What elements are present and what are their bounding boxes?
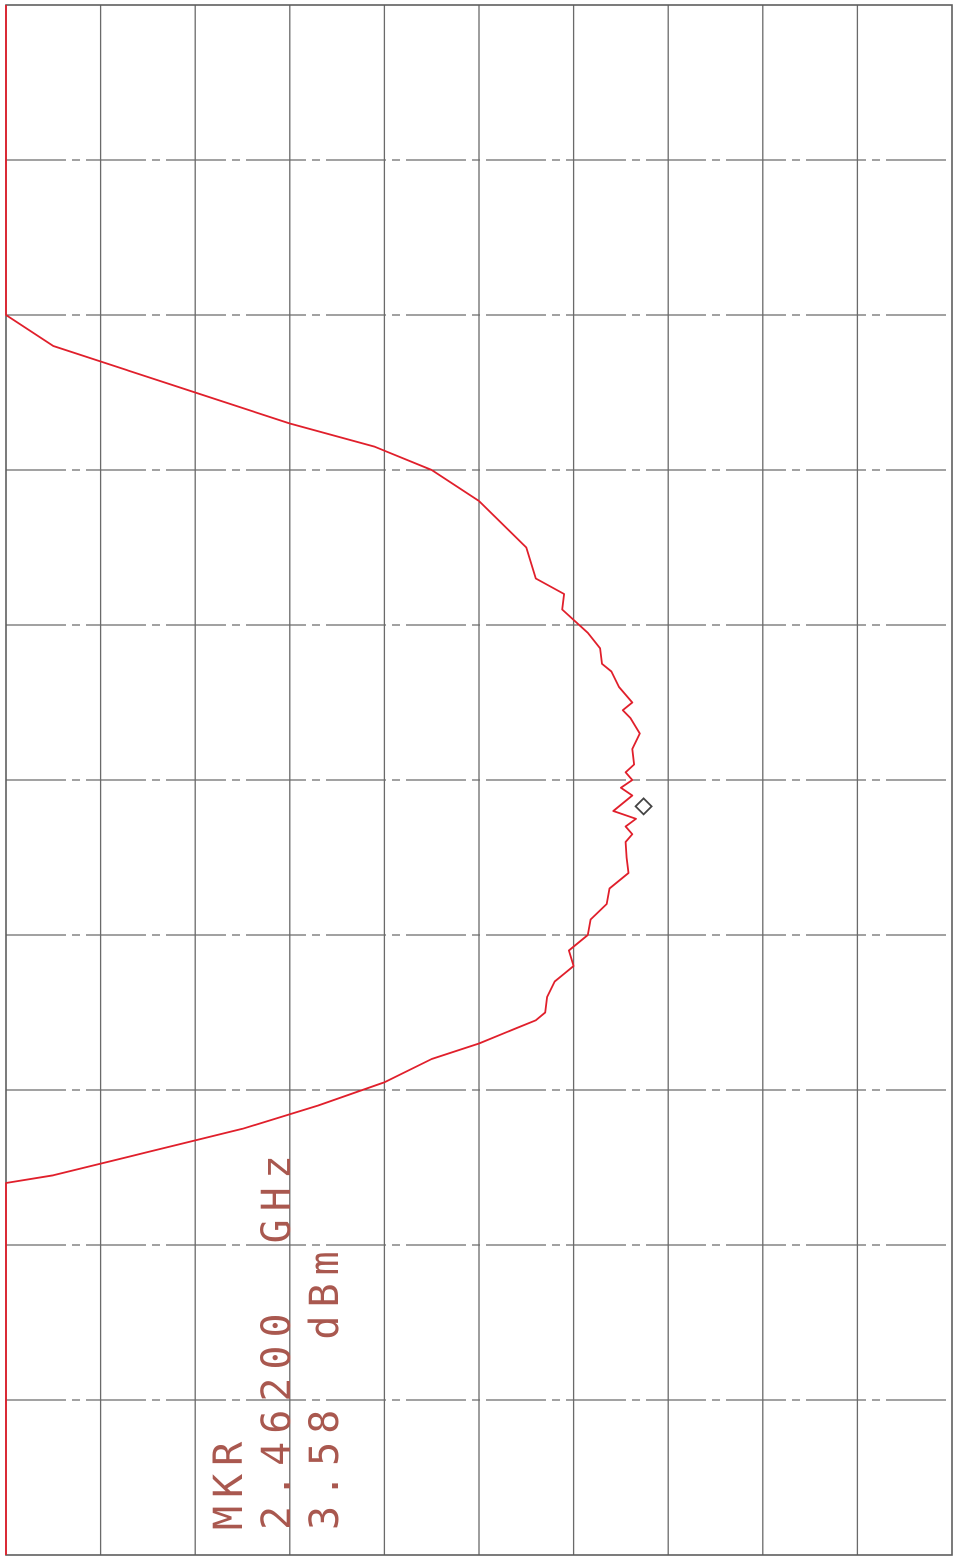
svg-text:2.46200 GHz: 2.46200 GHz bbox=[254, 1147, 300, 1530]
graticule bbox=[6, 5, 952, 1555]
marker-level-value: 3.58 bbox=[302, 1402, 348, 1530]
spectrum-trace bbox=[5, 5, 641, 1555]
svg-text:3.58 dBm: 3.58 dBm bbox=[302, 1243, 348, 1530]
marker-frequency-unit: GHz bbox=[254, 1147, 300, 1243]
marker-diamond-icon bbox=[634, 797, 653, 816]
marker-readout: MKR 2.46200 GHz 3.58 dBm bbox=[206, 1147, 348, 1530]
graticule-frame bbox=[5, 4, 953, 1556]
marker-level-unit: dBm bbox=[302, 1243, 348, 1339]
marker-layer bbox=[634, 797, 653, 816]
marker-frequency-value: 2.46200 bbox=[254, 1305, 300, 1530]
svg-text:MKR: MKR bbox=[206, 1434, 252, 1530]
marker-label: MKR bbox=[206, 1434, 252, 1530]
trace-layer bbox=[5, 5, 641, 1555]
